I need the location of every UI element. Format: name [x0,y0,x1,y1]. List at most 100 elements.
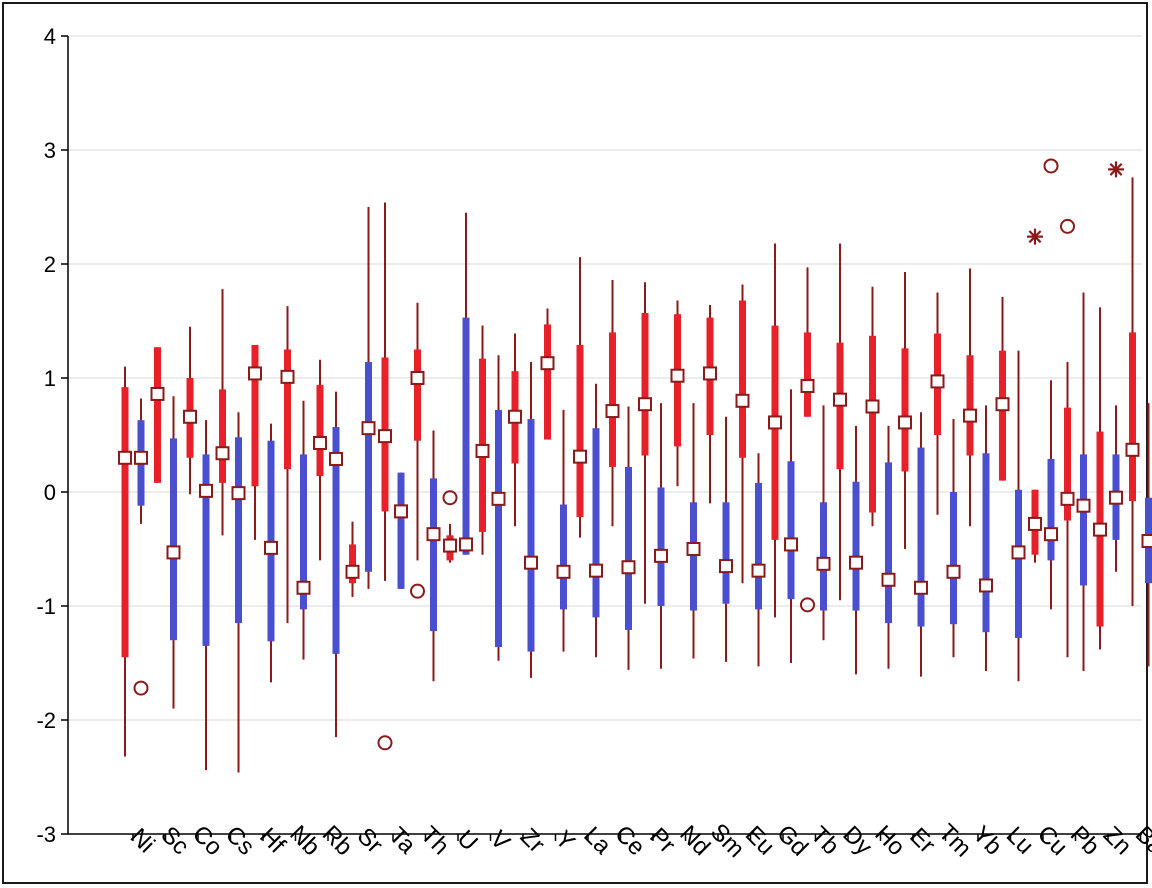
box-body [852,481,860,611]
box-body [121,387,129,658]
box-Er-1 [898,271,912,549]
box-Zn-2 [1109,405,1123,572]
box-Lu-2 [1011,350,1026,682]
grid-lines [68,35,1142,721]
box-Ho-2 [881,425,896,669]
box-body [1064,407,1071,521]
outlier-circle [133,680,149,696]
median-marker [394,504,408,519]
median-marker [833,392,847,407]
median-marker [995,397,1010,412]
x-tick-label: Th [415,821,454,860]
median-marker [849,555,863,570]
median-marker [979,578,993,593]
median-marker [345,564,360,579]
box-body [414,349,421,441]
median-marker [686,542,701,556]
box-body [251,344,259,487]
box-body [316,384,324,477]
box-body [284,349,291,470]
box-body [999,350,1006,481]
box-Tb-2 [816,405,831,641]
box-Th-2 [426,430,441,682]
median-marker [313,435,327,450]
box-body [917,447,925,627]
box-Cs-2 [231,412,246,773]
median-marker [865,399,880,414]
median-marker [1060,491,1075,506]
median-marker [784,537,798,552]
median-marker [491,491,506,506]
median-marker [621,560,636,575]
median-marker [410,371,425,385]
box-Zr-2 [524,362,538,678]
box-Sc-2 [166,396,181,709]
median-marker [248,366,262,381]
box-body [771,325,779,540]
box-Nd-2 [686,403,701,659]
median-marker [898,415,912,430]
outlier-circle [800,597,815,613]
box-body [544,324,551,440]
median-marker [361,421,376,436]
median-marker [475,443,490,458]
y-tick-label: -1 [36,594,56,619]
median-marker [1125,442,1140,457]
box-body [495,409,502,648]
outlier-circle [410,583,425,599]
box-Ni-2 [134,398,148,524]
median-marker [1044,527,1058,542]
median-marker [654,548,668,563]
median-marker [573,449,587,464]
box-Pr-1 [638,282,652,604]
outlier-circle [377,735,393,751]
outlier-circle [1060,218,1075,234]
box-body [755,482,762,610]
x-tick-label: Lu [1001,822,1039,860]
box-Tm-2 [946,419,961,658]
box-body [202,454,210,646]
median-marker [703,366,717,381]
median-marker [118,450,132,465]
box-Sr-2 [361,207,376,589]
box-body [365,362,372,572]
box-Y-1 [540,308,555,440]
median-marker [1011,545,1026,560]
box-Er-2 [914,412,928,677]
box-Rb-2 [329,391,343,738]
box-body [397,472,405,589]
median-marker [134,450,148,465]
box-Ho-1 [865,286,880,527]
box-Sc-1 [150,347,165,483]
x-tick-label: Er [904,823,940,859]
box-Hf-1 [248,344,262,540]
median-marker [296,580,311,595]
x-tick-label: Ba [1130,821,1152,861]
box-Th-1 [410,302,425,561]
box-Pr-2 [654,403,668,669]
box-Dy-2 [849,425,863,675]
x-tick-label: Pr [644,823,680,859]
x-tick-label: V [485,825,515,855]
box-Dy-1 [833,243,847,601]
box-Eu-1 [735,284,750,584]
box-U-2 [459,212,473,555]
median-marker [199,483,213,498]
box-La-2 [589,383,603,658]
box-Zr-1 [508,333,522,527]
outlier-star [1027,228,1043,245]
box-Cs-1 [215,289,230,536]
box-body [739,300,746,458]
box-Pb-1 [1060,362,1075,658]
box-Zn-1 [1093,307,1107,650]
median-marker [751,563,766,578]
x-tick-label: Cs [220,821,260,861]
median-marker [150,386,165,401]
box-body [657,487,665,606]
box-body [1047,458,1055,561]
x-tick-label: Zr [515,823,550,858]
median-marker [589,563,603,578]
box-Cu-2 [1044,380,1058,610]
y-tick-label: -2 [36,708,56,733]
box-body [219,389,226,483]
